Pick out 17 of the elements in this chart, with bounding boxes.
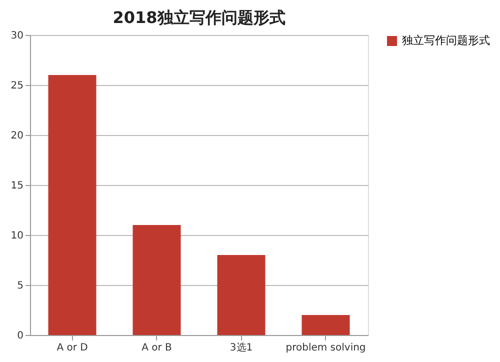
y-tick-label: 0 (17, 330, 24, 342)
bar (217, 255, 266, 335)
bar (48, 75, 96, 335)
y-tick-label: 15 (10, 180, 24, 192)
y-tick-label: 25 (10, 80, 24, 92)
x-tick-label: A or B (142, 342, 172, 354)
x-tick-label: A or D (56, 342, 88, 354)
y-tick-label: 30 (10, 30, 24, 42)
x-tick-label: problem solving (286, 342, 366, 354)
y-tick-label: 20 (10, 130, 24, 142)
y-tick-label: 5 (17, 280, 24, 292)
y-tick-label: 10 (10, 230, 24, 242)
x-tick-label: 3选1 (230, 342, 253, 354)
bar (132, 225, 181, 335)
chart-title: 2018独立写作问题形式 (112, 8, 286, 27)
legend-label: 独立写作问题形式 (402, 34, 490, 47)
bar (302, 315, 350, 335)
